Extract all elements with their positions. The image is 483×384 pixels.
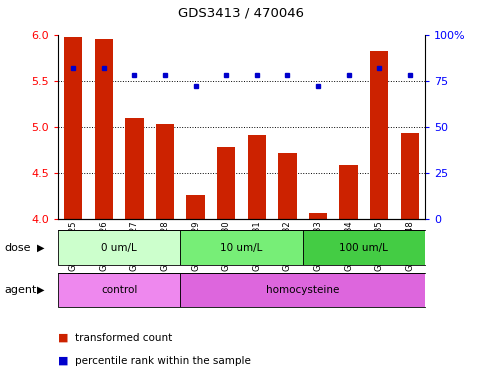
Text: ▶: ▶ (37, 285, 45, 295)
Text: ▶: ▶ (37, 243, 45, 253)
Text: GDS3413 / 470046: GDS3413 / 470046 (179, 6, 304, 19)
Bar (217, 147, 235, 219)
Text: 0 um/L: 0 um/L (101, 243, 137, 253)
Text: agent: agent (5, 285, 37, 295)
Bar (303, 230, 425, 265)
Bar (125, 118, 143, 219)
Bar (180, 230, 303, 265)
Bar (156, 124, 174, 219)
Text: 10 um/L: 10 um/L (220, 243, 263, 253)
Text: dose: dose (5, 243, 31, 253)
Bar (95, 39, 113, 219)
Text: percentile rank within the sample: percentile rank within the sample (75, 356, 251, 366)
Bar (340, 164, 358, 219)
Bar (58, 230, 180, 265)
Bar (278, 154, 297, 219)
Text: ■: ■ (57, 333, 68, 343)
Text: 100 um/L: 100 um/L (340, 243, 388, 253)
Text: ■: ■ (57, 356, 68, 366)
Bar (248, 135, 266, 219)
Bar (370, 51, 388, 219)
Text: transformed count: transformed count (75, 333, 172, 343)
Text: control: control (101, 285, 137, 295)
Bar (64, 37, 83, 219)
Bar (400, 133, 419, 219)
Bar (180, 273, 425, 307)
Bar (186, 195, 205, 219)
Text: homocysteine: homocysteine (266, 285, 340, 295)
Bar (58, 273, 180, 307)
Bar (309, 214, 327, 219)
